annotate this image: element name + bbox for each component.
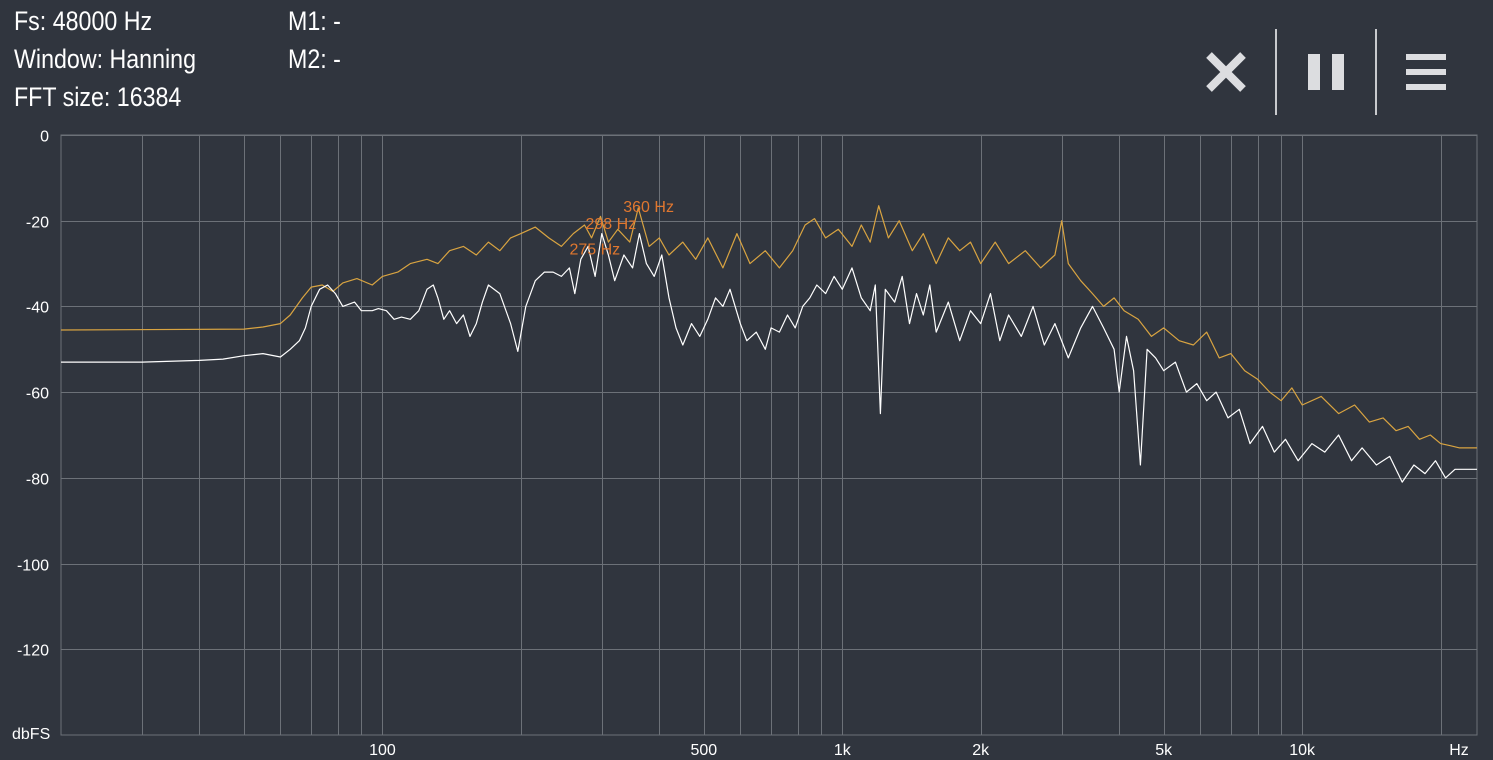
x-tick-label: 1k <box>834 742 852 759</box>
marker-info-panel: M1: - M2: - <box>288 2 341 78</box>
menu-button[interactable] <box>1377 28 1475 116</box>
x-tick-label: 2k <box>972 742 990 759</box>
y-tick-label: -80 <box>26 472 49 489</box>
y-axis-unit-label: dbFS <box>12 726 50 743</box>
close-button[interactable] <box>1177 28 1275 116</box>
peak-frequency-label: 298 Hz <box>586 216 637 233</box>
y-tick-label: 0 <box>40 129 49 146</box>
pause-icon <box>1308 54 1344 90</box>
sample-rate-label: Fs: 48000 Hz <box>14 6 153 36</box>
marker-2-label: M2: - <box>288 44 341 74</box>
y-tick-label: -120 <box>17 643 49 660</box>
peak-frequency-label: 360 Hz <box>623 199 674 216</box>
analyzer-info-panel: Fs: 48000 Hz Window: Hanning FFT size: 1… <box>14 2 196 116</box>
x-tick-label: 10k <box>1289 742 1316 759</box>
window-type-label: Window: Hanning <box>14 44 196 74</box>
x-tick-label: 5k <box>1155 742 1173 759</box>
live-spectrum-line <box>61 233 1477 483</box>
fft-size-label: FFT size: 16384 <box>14 82 182 112</box>
y-tick-label: -40 <box>26 300 49 317</box>
toolbar <box>1177 28 1475 116</box>
pause-button[interactable] <box>1277 28 1375 116</box>
toolbar-divider <box>1275 29 1277 115</box>
menu-icon <box>1406 54 1446 90</box>
close-icon <box>1206 52 1246 92</box>
marker-1-label: M1: - <box>288 6 341 36</box>
peak-frequency-label: 275 Hz <box>569 242 620 259</box>
y-tick-label: -60 <box>26 386 49 403</box>
x-tick-label: Hz <box>1449 742 1469 759</box>
peak-hold-spectrum-line <box>60 205 1477 449</box>
toolbar-divider <box>1375 29 1377 115</box>
x-tick-label: 100 <box>369 742 396 759</box>
plot-frame <box>60 134 1478 736</box>
x-tick-label: 500 <box>691 742 718 759</box>
y-tick-label: -20 <box>26 215 49 232</box>
y-tick-label: -100 <box>17 558 49 575</box>
